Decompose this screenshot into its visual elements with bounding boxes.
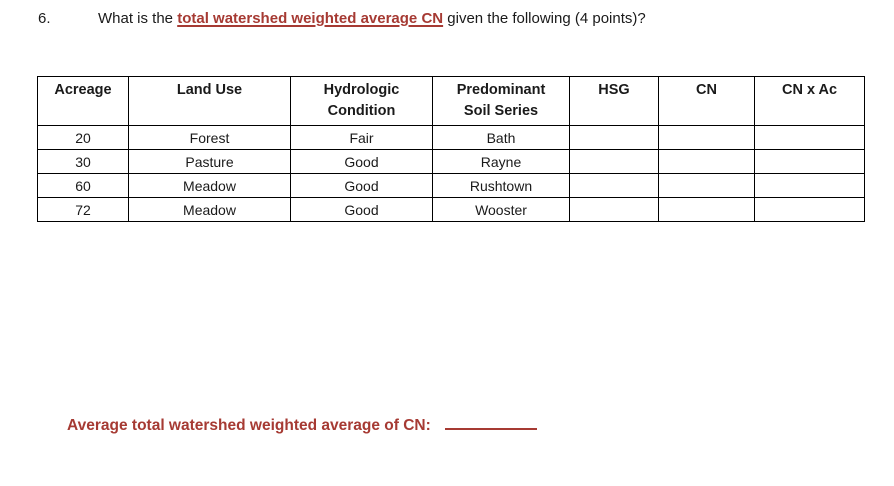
table-row: 60 Meadow Good Rushtown: [37, 173, 865, 198]
table-cell: Good: [290, 197, 433, 222]
column-header: Hydrologic Condition: [290, 76, 433, 126]
table-row: 20 Forest Fair Bath: [37, 125, 865, 150]
answer-line: Average total watershed weighted average…: [67, 416, 537, 435]
table-cell-empty: [569, 197, 659, 222]
question-number: 6.: [38, 10, 51, 27]
table-cell: Fair: [290, 125, 433, 150]
table-cell-empty: [658, 173, 755, 198]
table-cell-empty: [754, 125, 865, 150]
table-cell: 20: [37, 125, 129, 150]
question-highlight: total watershed weighted average CN: [177, 10, 444, 27]
table-cell: 60: [37, 173, 129, 198]
table-cell: 72: [37, 197, 129, 222]
question-suffix: given the following (4 points)?: [443, 10, 646, 27]
question-line: 6. What is the total watershed weighted a…: [38, 8, 874, 30]
column-header: Predominant Soil Series: [432, 76, 570, 126]
table-cell-empty: [569, 173, 659, 198]
column-header: HSG: [569, 76, 659, 126]
table-cell-empty: [658, 197, 755, 222]
table-cell-empty: [754, 197, 865, 222]
table-cell: Rushtown: [432, 173, 570, 198]
table-cell: Bath: [432, 125, 570, 150]
table-cell-empty: [569, 149, 659, 174]
table-row: 72 Meadow Good Wooster: [37, 197, 865, 222]
cn-worksheet-table: Acreage Land Use Hydrologic Condition Predo…: [37, 76, 865, 222]
column-header: Acreage: [37, 76, 129, 126]
table-cell: Good: [290, 149, 433, 174]
table-cell: Good: [290, 173, 433, 198]
column-header: CN x Ac: [754, 76, 865, 126]
table-header-row: Acreage Land Use Hydrologic Condition Predo…: [37, 76, 865, 126]
table-row: 30 Pasture Good Rayne: [37, 149, 865, 174]
table-cell: Forest: [128, 125, 291, 150]
table-cell: Meadow: [128, 197, 291, 222]
table-cell: Meadow: [128, 173, 291, 198]
table-cell-empty: [569, 125, 659, 150]
table-cell-empty: [658, 125, 755, 150]
column-header: CN: [658, 76, 755, 126]
table-cell: Wooster: [432, 197, 570, 222]
table-cell-empty: [754, 173, 865, 198]
column-header: Land Use: [128, 76, 291, 126]
question-text: What is the total watershed weighted ave…: [98, 10, 646, 27]
table-cell: 30: [37, 149, 129, 174]
table-cell: Rayne: [432, 149, 570, 174]
table-cell-empty: [754, 149, 865, 174]
table-cell-empty: [658, 149, 755, 174]
answer-blank: [444, 416, 537, 430]
answer-label: Average total watershed weighted average…: [67, 417, 431, 434]
question-prefix: What is the: [98, 10, 178, 27]
table-cell: Pasture: [128, 149, 291, 174]
